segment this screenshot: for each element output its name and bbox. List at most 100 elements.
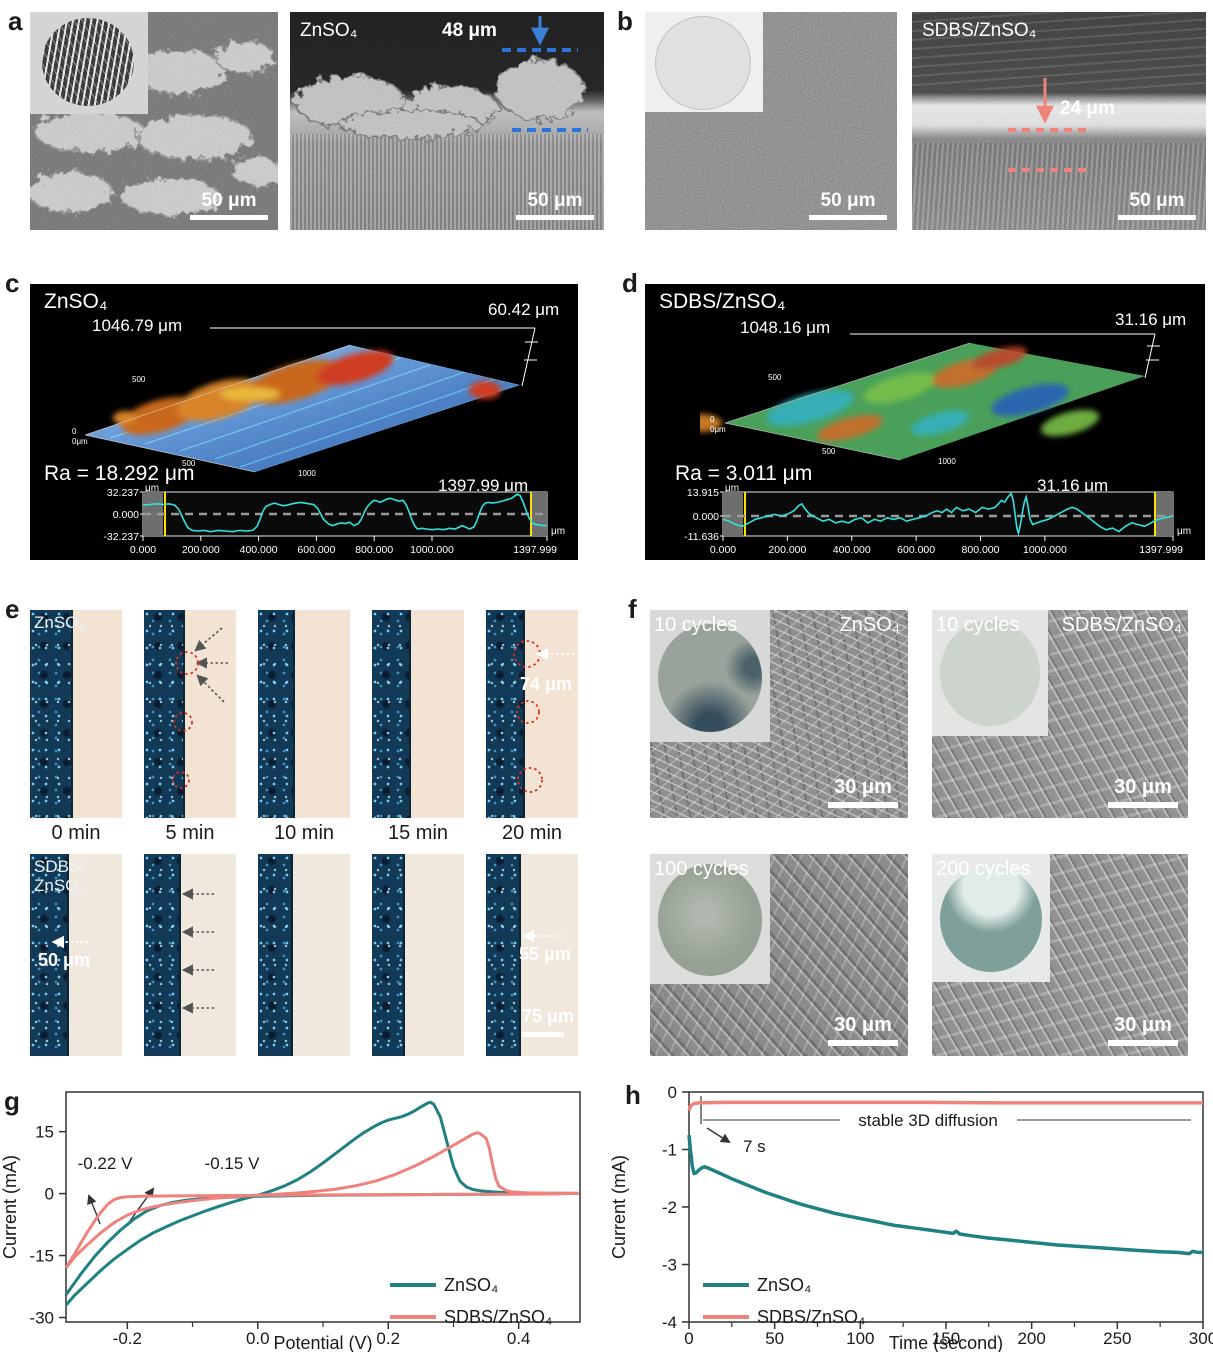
y-tick-label: 0 — [668, 1083, 677, 1102]
y-tick-label: 0 — [45, 1185, 54, 1204]
annotation-overlay: 74 μm — [513, 640, 574, 793]
thickness-annotation — [1008, 78, 1088, 172]
zn-electrode-strip — [258, 610, 295, 818]
annotation-stable-diffusion: stable 3D diffusion — [858, 1111, 998, 1130]
surface-length-label: 1397.99 μm — [438, 476, 529, 495]
surface-3d-map: 500 0 0μm 500 1000 — [72, 327, 538, 478]
electrolyte-label: SDBS/ZnSO₄ — [1061, 614, 1182, 636]
x-tick-label: 50 — [765, 1329, 784, 1348]
box-right-edge — [521, 327, 536, 387]
annotation-overlay — [172, 627, 228, 789]
y-tick-label: -2 — [662, 1198, 677, 1217]
svg-text:0μm: 0μm — [72, 437, 88, 446]
svg-text:13.915: 13.915 — [687, 487, 719, 499]
annotation-overlay: 55 μm 75 μm — [519, 929, 574, 1037]
optical-znso4-15min — [372, 610, 464, 818]
sem-image-zn-surface-sdbs: 50 μm — [645, 12, 897, 230]
electrode-photo-inset — [650, 610, 770, 742]
left-mask-band — [143, 492, 163, 536]
scale-bar-label: 75 μm — [522, 1006, 574, 1026]
x-axis-title: Time (second) — [889, 1333, 1003, 1352]
zn-electrode-strip — [144, 854, 181, 1056]
cycle-count-label: 200 cycles — [936, 858, 1031, 880]
sem-10cycles-sdbs: 10 cycles SDBS/ZnSO₄ 30 μm — [932, 610, 1188, 818]
zn-electrode-strip — [144, 610, 185, 818]
electrolyte-label-line2: ZnSO₄ — [34, 876, 86, 895]
legend-label-znso4: ZnSO₄ — [444, 1275, 498, 1295]
svg-text:-32.237: -32.237 — [103, 531, 139, 543]
x-tick-label: 0.0 — [246, 1329, 270, 1348]
annotation-onset-sdbs: -0.22 V — [78, 1154, 133, 1173]
protrusion-circles — [513, 640, 543, 793]
svg-text:0: 0 — [72, 427, 77, 436]
optical-sdbs-5min — [144, 854, 236, 1056]
surface-depth-label: 31.16 μm — [1037, 476, 1109, 495]
panel-label-f: f — [628, 594, 637, 624]
protrusion-circles — [172, 651, 199, 789]
x-tick-label: 400.000 — [833, 544, 871, 556]
y-tick-label: -1 — [662, 1141, 677, 1160]
surface-axis-ticks: 500 0 0μm 500 1000 — [72, 375, 316, 478]
x-tick-label: 200.000 — [768, 544, 806, 556]
electrolyte-label: ZnSO₄ — [839, 614, 900, 636]
scale-bar-label: 30 μm — [1114, 1014, 1172, 1036]
scale-bar-label: 50 μm — [820, 190, 876, 211]
x-ticks: 0.000 200.000 400.000 600.000 800.000 1000.00… — [710, 536, 1183, 556]
scale-bar-line — [809, 215, 887, 220]
deposit-ridges — [113, 350, 501, 435]
surface-height-label: 31.16 μm — [1115, 310, 1187, 329]
x-tick-label: -0.2 — [113, 1329, 142, 1348]
x-tick-label: 0.000 — [710, 544, 736, 556]
electrolyte-label-line1: SDBS/ — [34, 857, 86, 876]
zn-foil-photo-inset — [645, 12, 763, 112]
x-tick-label: 0.2 — [376, 1329, 400, 1348]
cycled-disc-photo — [658, 624, 762, 732]
cycled-disc-photo-with-flap — [940, 866, 1042, 972]
scale-bar: 50 μm — [1118, 190, 1196, 220]
cycle-count-label: 100 cycles — [654, 858, 749, 880]
x-tick-label: 400.000 — [240, 544, 278, 556]
box-right-edge — [1144, 333, 1156, 379]
scale-bar: 50 μm — [809, 190, 887, 220]
plot-box — [65, 1091, 581, 1323]
scale-bar-line — [522, 1032, 564, 1037]
scale-bar-label: 30 μm — [1114, 776, 1172, 798]
scale-bar-line — [1118, 215, 1196, 220]
roughness-value: Ra = 18.292 μm — [44, 462, 195, 485]
zn-electrode-strip — [30, 854, 69, 1056]
y-tick-label: -15 — [29, 1247, 54, 1266]
electrolyte-label: SDBS/ ZnSO₄ — [34, 857, 85, 895]
x-tick-label: 200 — [1017, 1329, 1045, 1348]
thickness-label: 24 μm — [1060, 98, 1115, 119]
scale-bar-label: 50 μm — [527, 190, 583, 211]
annotation-arrow — [706, 1127, 731, 1144]
optical-sdbs-20min: 55 μm 75 μm — [486, 854, 578, 1056]
roughness-value: Ra = 3.011 μm — [675, 462, 813, 485]
axis-ticks: -0.2 0.0 0.2 0.4 15 0 -15 -30 — [29, 1123, 530, 1348]
ca-chart: Current (mA) Time (second) stable 3D dif… — [609, 1083, 1213, 1352]
cycle-count-label: 10 cycles — [654, 614, 738, 636]
cv-curves — [64, 1100, 579, 1307]
cycled-disc-photo — [658, 864, 762, 976]
y-tick-label: -30 — [29, 1309, 54, 1328]
thickness-annotation — [502, 16, 588, 132]
svg-text:500: 500 — [768, 373, 782, 382]
cv-curve-sdbs — [64, 1131, 579, 1269]
optical-znso4-10min — [258, 610, 350, 818]
width-label: 50 μm — [38, 950, 90, 970]
sem-image-cross-section-sdbs: SDBS/ZnSO₄ 24 μm 50 μm — [912, 12, 1206, 230]
y-tick-label: -3 — [662, 1256, 677, 1275]
smooth-zn-disc-photo — [655, 16, 751, 110]
legend-label-sdbs: SDBS/ZnSO₄ — [444, 1307, 552, 1327]
scale-bar: 50 μm — [516, 190, 594, 220]
scale-bar-line — [828, 1040, 898, 1046]
zn-foil-photo-inset — [30, 12, 148, 114]
svg-text:500: 500 — [132, 375, 146, 384]
scale-bar-line — [1108, 1040, 1178, 1046]
thickness-label: 48 μm — [442, 20, 497, 41]
profilometry-panel-znso4: ZnSO₄ 1046.79 μm 60.42 μm — [30, 284, 578, 560]
surface-mottle — [700, 346, 1100, 442]
legend-label-sdbs: SDBS/ZnSO₄ — [757, 1307, 865, 1327]
scale-bar-line — [1108, 802, 1178, 808]
legend-label-znso4: ZnSO₄ — [757, 1275, 811, 1295]
